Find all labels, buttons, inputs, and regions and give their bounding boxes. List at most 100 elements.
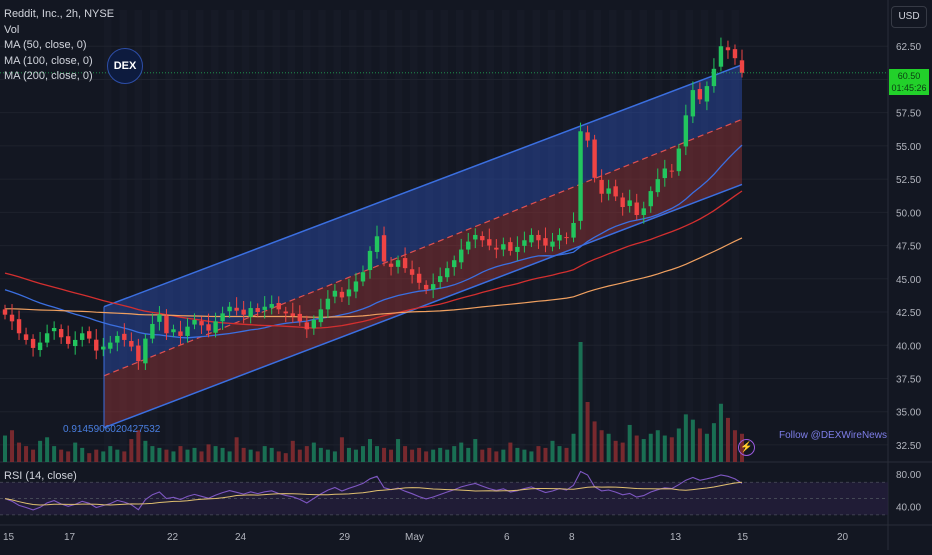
- volume-bar: [683, 414, 688, 462]
- volume-bar: [662, 435, 667, 462]
- volume-bar: [529, 451, 534, 462]
- volume-bar: [353, 449, 358, 462]
- volume-bar: [213, 446, 218, 462]
- ma50-label[interactable]: MA (50, close, 0): [4, 39, 87, 51]
- volume-bar: [220, 447, 225, 462]
- channel-value-label: 0.9145906020427532: [63, 424, 161, 435]
- candle-body: [220, 313, 225, 322]
- volume-bar: [669, 437, 674, 462]
- session-stripe: [165, 10, 173, 462]
- session-stripe: [624, 10, 632, 462]
- candle-body: [164, 315, 169, 334]
- candle-body: [16, 319, 22, 334]
- volume-bar: [157, 447, 162, 462]
- price-tick-label: 37.50: [896, 374, 921, 385]
- candle-body: [423, 284, 429, 290]
- volume-bar: [297, 449, 302, 462]
- volume-bar: [725, 417, 730, 462]
- candle-body: [206, 324, 211, 331]
- volume-bar: [515, 447, 520, 462]
- volume-bar: [248, 449, 253, 462]
- volume-bar: [585, 402, 590, 462]
- candle-body: [536, 234, 541, 241]
- rsi-label[interactable]: RSI (14, close): [4, 470, 77, 482]
- candle-body: [585, 132, 590, 141]
- volume-bar: [262, 446, 267, 462]
- volume-bar: [389, 449, 394, 462]
- dex-logo: DEX: [107, 48, 143, 84]
- candle-body: [108, 342, 113, 349]
- ma200-label[interactable]: MA (200, close, 0): [4, 70, 93, 82]
- session-stripe: [410, 10, 418, 462]
- volume-bar: [318, 447, 323, 462]
- candle-body: [157, 314, 162, 322]
- moving-averages: [4, 144, 743, 339]
- time-tick-label: May: [405, 532, 424, 543]
- candle-body: [725, 47, 731, 51]
- volume-bar: [564, 447, 569, 462]
- candle-body: [381, 235, 387, 262]
- session-stripe: [302, 10, 311, 462]
- volume-bar: [480, 449, 485, 462]
- volume-bar: [424, 451, 429, 462]
- time-tick-label: 15: [737, 532, 749, 543]
- candle-body: [641, 208, 646, 216]
- volume-bar: [431, 449, 436, 462]
- time-tick-label: 24: [235, 532, 247, 543]
- candle-body: [283, 311, 288, 314]
- volume-bar: [178, 446, 183, 462]
- price-tick-label: 50.00: [896, 208, 921, 219]
- flash-icon[interactable]: ⚡: [738, 439, 755, 456]
- volume-bar: [655, 430, 660, 462]
- candle-body: [37, 342, 43, 351]
- volume-bar: [3, 435, 7, 462]
- volume-bar: [115, 449, 120, 462]
- volume-bar: [648, 433, 653, 462]
- volume-bar: [101, 451, 106, 462]
- candle-body: [150, 323, 155, 339]
- candle-body: [388, 263, 394, 267]
- price-tick-label: 42.50: [896, 308, 921, 319]
- candle-body: [87, 331, 92, 339]
- symbol-title[interactable]: Reddit, Inc., 2h, NYSE: [4, 8, 115, 20]
- session-stripe: [578, 10, 586, 462]
- candle-body: [143, 338, 148, 364]
- candle-body: [65, 336, 71, 344]
- bar-countdown: 01:45:26: [891, 83, 927, 93]
- candle-body: [508, 242, 513, 251]
- volume-label[interactable]: Vol: [4, 23, 20, 36]
- currency-button[interactable]: USD: [891, 6, 927, 28]
- volume-bar: [94, 449, 99, 462]
- candle-body: [739, 60, 745, 73]
- candle-body: [290, 313, 295, 317]
- candle-body: [101, 346, 106, 350]
- volume-bar: [234, 437, 239, 462]
- legend: Reddit, Inc., 2h, NYSE Vol MA (50, close…: [4, 7, 114, 85]
- rsi-pane: 80.00 40.00: [0, 470, 921, 516]
- ma50-line: [4, 144, 743, 339]
- price-tick-label: 32.50: [896, 441, 921, 452]
- volume-bar: [367, 439, 372, 462]
- session-stripe: [119, 10, 127, 462]
- candle-body: [213, 321, 218, 333]
- candle-body: [23, 334, 29, 340]
- ma200-line: [5, 237, 743, 318]
- candle-body: [627, 200, 632, 206]
- candle-body: [241, 309, 246, 315]
- candle-body: [269, 304, 274, 308]
- candle-body: [711, 68, 717, 87]
- channel-lower-line: [103, 183, 743, 429]
- volume-bar: [557, 446, 562, 462]
- session-stripe: [318, 10, 326, 462]
- ma100-label[interactable]: MA (100, close, 0): [4, 54, 93, 67]
- volume-bar: [501, 449, 506, 462]
- volume-bar: [718, 403, 723, 462]
- last-price-value: 60.50: [897, 71, 921, 81]
- price-axis: 62.5060.0057.5055.0052.5050.0047.5045.00…: [896, 42, 921, 452]
- candle-body: [437, 276, 443, 282]
- candle-body: [634, 202, 639, 216]
- candle-body: [171, 329, 176, 333]
- volume-bar: [66, 451, 71, 462]
